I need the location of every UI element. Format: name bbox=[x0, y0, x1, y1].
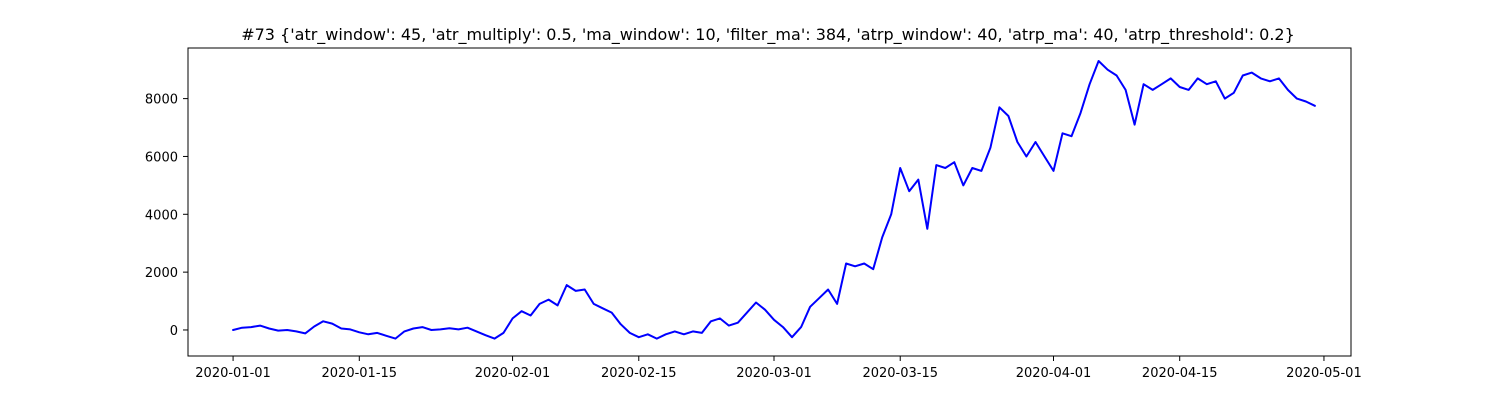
x-tick-label: 2020-01-15 bbox=[322, 366, 398, 381]
x-tick-label: 2020-02-01 bbox=[475, 366, 551, 381]
x-tick-label: 2020-02-15 bbox=[601, 366, 677, 381]
y-tick-label: 8000 bbox=[145, 93, 178, 108]
y-tick-label: 2000 bbox=[145, 266, 178, 281]
x-tick-label: 2020-05-01 bbox=[1286, 366, 1362, 381]
y-tick-label: 0 bbox=[170, 324, 178, 339]
x-tick-label: 2020-04-15 bbox=[1142, 366, 1218, 381]
y-tick-label: 6000 bbox=[145, 150, 178, 165]
x-tick-label: 2020-04-01 bbox=[1016, 366, 1092, 381]
series-line-0 bbox=[232, 60, 1316, 340]
chart-title: #73 {'atr_window': 45, 'atr_multiply': 0… bbox=[241, 25, 1295, 45]
x-tick-label: 2020-01-01 bbox=[195, 366, 271, 381]
x-axis: 2020-01-01 2020-01-15 2020-02-01 2020-02-15… bbox=[195, 356, 1362, 381]
y-tick-label: 4000 bbox=[145, 208, 178, 223]
y-axis: 0 2000 4000 6000 8000 bbox=[145, 93, 188, 339]
x-tick-label: 2020-03-15 bbox=[862, 366, 938, 381]
plot-area-frame bbox=[187, 47, 1352, 357]
series-group bbox=[232, 60, 1316, 340]
x-tick-label: 2020-03-01 bbox=[736, 366, 812, 381]
